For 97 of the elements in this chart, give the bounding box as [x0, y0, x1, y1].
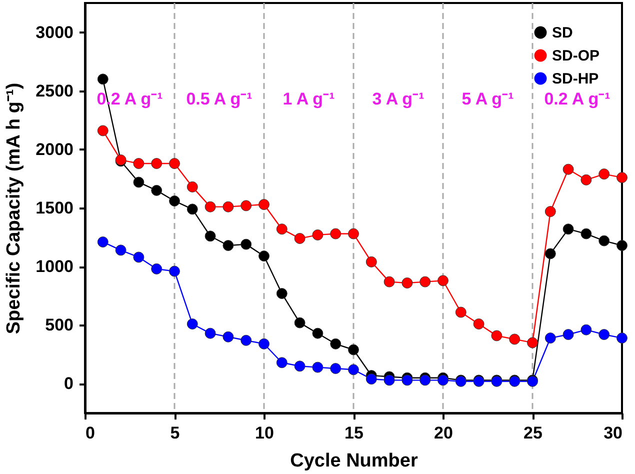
point	[330, 338, 342, 350]
point	[258, 338, 270, 350]
point	[330, 228, 342, 240]
x-tick-label: 5	[170, 424, 180, 442]
y-axis-title: Specific Capacity (mA h g⁻¹)	[4, 82, 25, 334]
point	[580, 324, 592, 336]
point	[384, 374, 395, 386]
x-axis-title: Cycle Number	[290, 450, 418, 472]
x-tick-label: 15	[344, 424, 364, 442]
point	[348, 228, 359, 240]
point	[97, 74, 108, 85]
point	[420, 276, 431, 288]
point	[616, 240, 628, 251]
point	[527, 337, 538, 348]
point	[240, 334, 252, 346]
point	[222, 240, 234, 251]
annotation: 5 A g⁻¹	[462, 89, 514, 108]
point	[186, 318, 198, 330]
y-tick-label: 3000	[36, 22, 74, 42]
point	[204, 201, 216, 212]
point	[204, 328, 216, 339]
point	[169, 266, 180, 277]
point	[97, 125, 108, 136]
point	[438, 374, 448, 386]
point	[438, 275, 448, 286]
point	[420, 374, 431, 386]
point	[348, 344, 359, 356]
point	[169, 195, 180, 206]
legend-label: SD-HP	[552, 70, 599, 88]
point	[312, 328, 324, 339]
x-tick-label: 10	[255, 424, 274, 442]
point	[366, 374, 377, 385]
annotation: 3 A g⁻¹	[372, 89, 425, 108]
point	[544, 206, 556, 217]
point	[544, 248, 556, 260]
y-tick-label: 2000	[36, 140, 74, 159]
point	[222, 331, 234, 342]
legend-label: SD-OP	[552, 48, 600, 64]
point	[186, 181, 198, 192]
point	[133, 252, 144, 263]
annotation: 1 A g⁻¹	[282, 89, 336, 108]
x-tick-label: 25	[524, 424, 542, 442]
point	[312, 229, 324, 240]
x-tick-label: 30	[604, 424, 622, 442]
point	[240, 200, 252, 212]
point	[276, 288, 288, 299]
annotation: 0.5 A g⁻¹	[186, 89, 253, 108]
point	[616, 332, 628, 344]
point	[186, 204, 198, 215]
point	[366, 256, 377, 268]
y-tick-label: 1500	[36, 198, 74, 218]
point	[258, 199, 270, 210]
point	[562, 164, 574, 175]
point	[598, 329, 610, 340]
point	[616, 172, 628, 184]
point	[97, 236, 108, 248]
point	[204, 230, 216, 242]
point	[133, 176, 144, 188]
point	[384, 276, 395, 288]
annotation: 0.2 A g⁻¹	[544, 89, 611, 108]
point	[115, 244, 126, 256]
point	[276, 224, 288, 235]
point	[491, 330, 502, 342]
point	[598, 235, 610, 246]
point	[580, 228, 592, 240]
y-tick-label: 1000	[36, 257, 74, 276]
point	[544, 332, 556, 344]
point	[562, 224, 574, 235]
point	[151, 263, 162, 274]
point	[562, 329, 574, 340]
point	[294, 232, 306, 244]
point	[473, 318, 484, 330]
point	[222, 201, 234, 212]
point	[151, 158, 162, 169]
point	[294, 317, 306, 328]
y-tick-label: 500	[45, 316, 74, 335]
y-tick-label: 2500	[36, 81, 74, 100]
point	[348, 364, 359, 376]
point	[276, 357, 288, 368]
point	[598, 168, 610, 180]
point	[258, 250, 270, 262]
point	[169, 158, 180, 169]
x-tick-label: 0	[86, 424, 95, 442]
point	[402, 374, 413, 386]
point	[402, 277, 413, 288]
point	[455, 306, 466, 318]
point	[151, 184, 162, 196]
y-tick-label: 0	[64, 374, 74, 394]
legend-label: SD	[552, 24, 574, 42]
point	[294, 360, 306, 372]
point	[240, 238, 252, 250]
point	[312, 362, 324, 373]
point	[330, 363, 342, 374]
point	[509, 334, 520, 345]
point	[133, 158, 144, 169]
point	[580, 174, 592, 186]
x-tick-label: 20	[434, 424, 453, 442]
